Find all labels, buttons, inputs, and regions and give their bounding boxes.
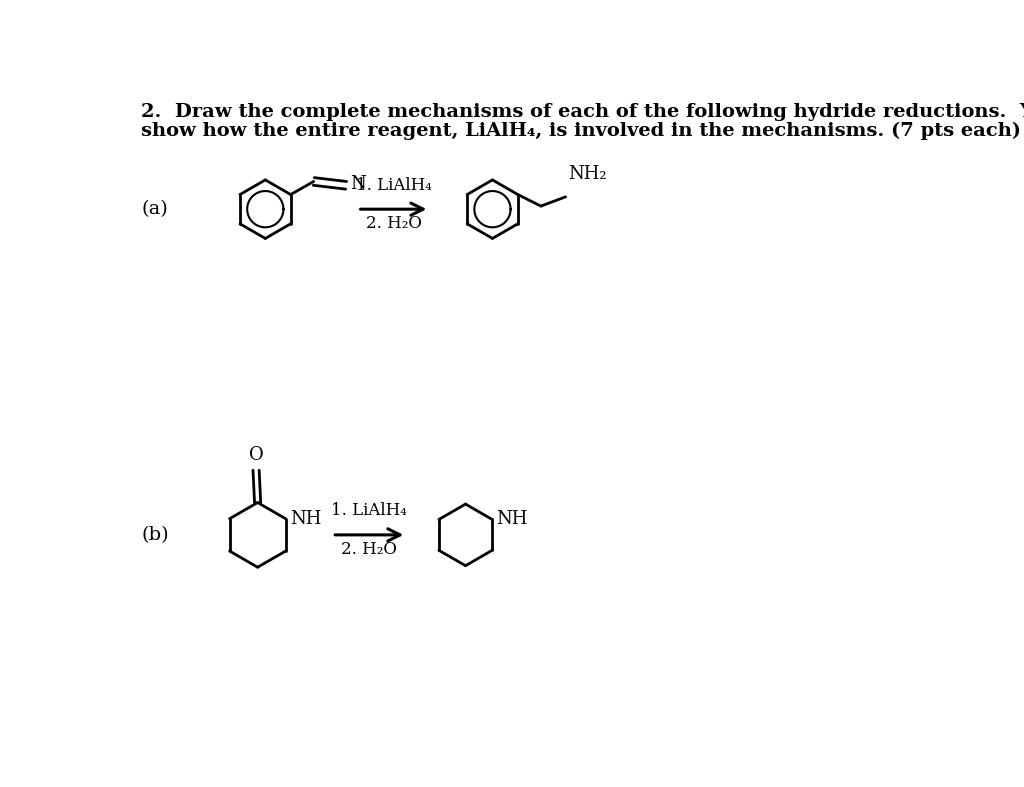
Text: 1. LiAlH₄: 1. LiAlH₄ — [332, 502, 408, 519]
Text: show how the entire reagent, LiAlH₄, is involved in the mechanisms. (7 pts each): show how the entire reagent, LiAlH₄, is … — [141, 121, 1021, 139]
Text: NH: NH — [496, 511, 527, 529]
Text: NH₂: NH₂ — [568, 165, 606, 183]
Text: NH: NH — [290, 510, 322, 528]
Text: (a): (a) — [141, 200, 168, 218]
Text: O: O — [249, 446, 263, 464]
Text: 2.  Draw the complete mechanisms of each of the following hydride reductions.  Y: 2. Draw the complete mechanisms of each … — [141, 103, 1024, 121]
Text: 2. H₂O: 2. H₂O — [341, 541, 397, 558]
Text: 2. H₂O: 2. H₂O — [366, 216, 422, 232]
Text: (b): (b) — [141, 526, 169, 544]
Text: 1. LiAlH₄: 1. LiAlH₄ — [355, 177, 431, 194]
Text: N: N — [350, 175, 366, 193]
